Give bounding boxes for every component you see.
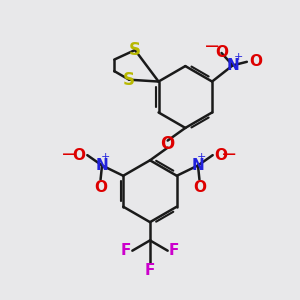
Text: −: − [204, 37, 220, 56]
Text: N: N [226, 58, 239, 73]
Text: O: O [193, 180, 206, 195]
Text: F: F [145, 263, 155, 278]
Text: +: + [101, 152, 110, 162]
Text: O: O [160, 135, 175, 153]
Text: +: + [197, 152, 206, 162]
Text: S: S [123, 71, 135, 89]
Text: −: − [221, 145, 237, 164]
Text: O: O [73, 148, 85, 163]
Text: O: O [215, 46, 228, 61]
Text: +: + [233, 52, 243, 62]
Text: S: S [129, 41, 141, 59]
Text: O: O [94, 180, 107, 195]
Text: −: − [61, 145, 78, 164]
Text: F: F [169, 243, 179, 258]
Text: N: N [192, 158, 204, 173]
Text: O: O [249, 54, 262, 69]
Text: N: N [96, 158, 108, 173]
Text: O: O [214, 148, 227, 163]
Text: F: F [121, 243, 131, 258]
